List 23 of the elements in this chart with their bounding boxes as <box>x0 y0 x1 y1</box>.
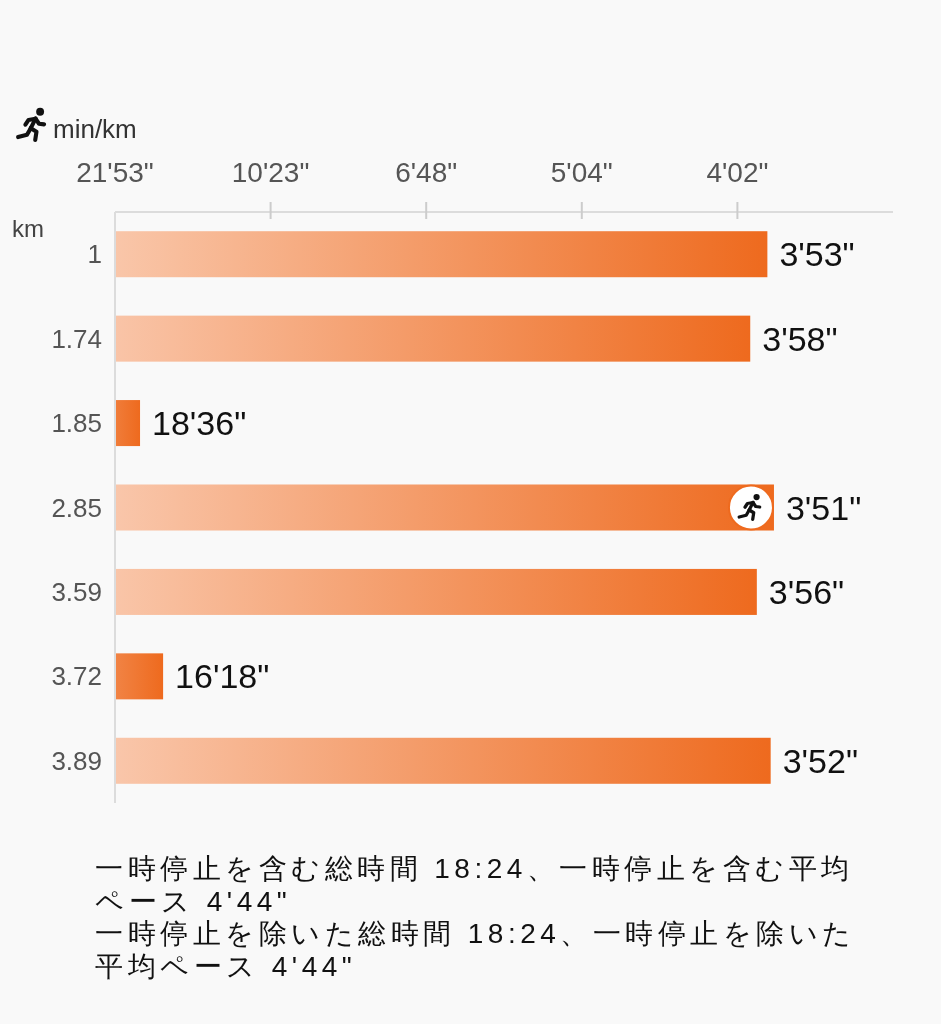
xlabel: min/km <box>53 114 137 144</box>
axis-text: 5'04" <box>550 157 613 188</box>
ytick: 1.74 <box>51 323 102 354</box>
data-label: 18'36" <box>152 404 247 443</box>
ytick: 1 <box>87 239 102 270</box>
ytick: 3.89 <box>51 745 102 776</box>
data-label: 3'51" <box>785 488 862 527</box>
data-label: 3'56" <box>768 572 845 611</box>
axis-text: 10'23" <box>231 157 310 188</box>
axis-text: 4'02" <box>706 157 769 188</box>
data-label: 3'53" <box>779 235 855 274</box>
data-label: 3'58" <box>762 319 838 358</box>
annotation: 一時停止を含む総時間 18:24、一時停止を含む平均ペース 4'44" <box>95 853 855 919</box>
ytick: 3.72 <box>51 661 102 692</box>
ytick: 1.85 <box>51 408 102 439</box>
data-label: 3'52" <box>782 741 858 780</box>
data-label: 16'18" <box>175 657 270 696</box>
axis-text: 21'53" <box>76 157 154 188</box>
ylabel: km <box>12 215 44 242</box>
ytick: 2.85 <box>51 492 102 523</box>
ytick: 3.59 <box>51 576 102 607</box>
annotation: 一時停止を除いた総時間 18:24、一時停止を除いた平均ペース 4'44" <box>95 918 857 984</box>
axis-text: 6'48" <box>395 157 458 188</box>
